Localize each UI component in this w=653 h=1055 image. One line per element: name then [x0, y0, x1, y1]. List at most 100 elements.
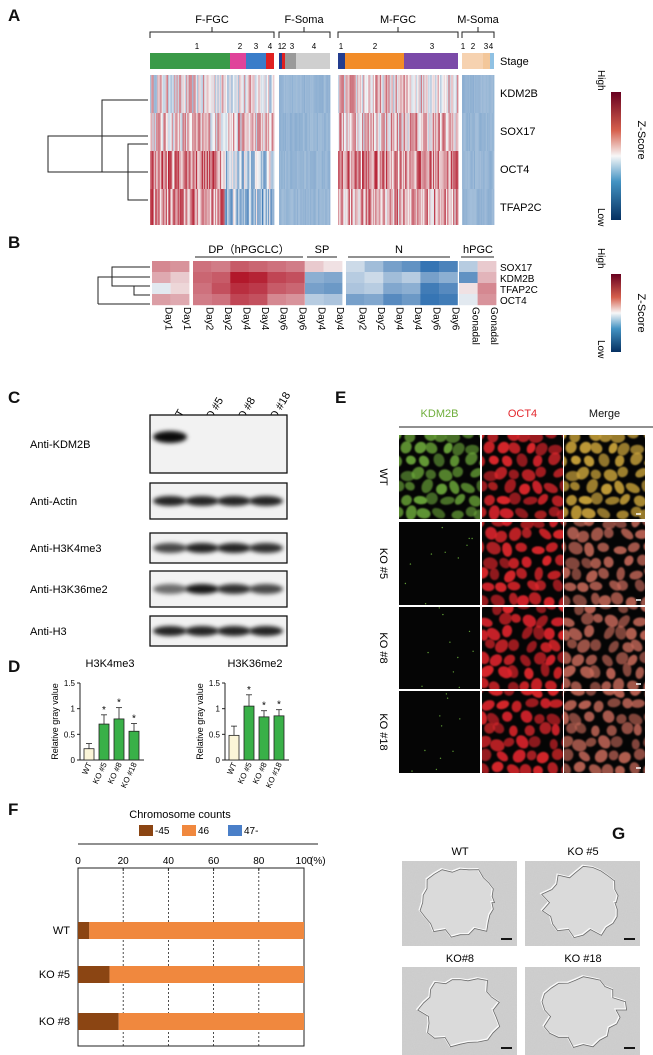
panel-a-heat-cell: [216, 151, 218, 189]
panel-a-heat-cell: [151, 151, 153, 189]
panel-a-heat-cell: [261, 151, 264, 189]
panel-a-heat-cell: [311, 151, 313, 189]
panel-e-speckle: [441, 526, 443, 529]
panel-a-heat-cell: [371, 151, 374, 189]
panel-a-heat-cell: [280, 113, 282, 151]
panel-a-heat-cell: [225, 75, 228, 113]
panel-a-heat-cell: [219, 113, 222, 151]
panel-b-heat-cell: [193, 294, 212, 306]
panel-a-heat-cell: [405, 113, 407, 151]
panel-a-heat-cell: [413, 189, 416, 225]
panel-a-heat-cell: [224, 113, 227, 151]
panel-a-heat-cell: [478, 75, 481, 113]
panel-a-heat-cell: [483, 113, 485, 151]
panel-e-nucleus: [598, 453, 610, 467]
panel-a-heat-cell: [400, 113, 402, 151]
panel-a-heat-cell: [320, 151, 323, 189]
panel-a-heat-cell: [297, 113, 300, 151]
panel-a-heat-cell: [354, 189, 357, 225]
panel-a-heat-cell: [206, 113, 209, 151]
panel-a-heat-cell: [315, 75, 318, 113]
panel-a-heat-cell: [362, 151, 364, 189]
panel-f-bar-segment: [109, 966, 304, 983]
panel-a-heat-cell: [364, 75, 366, 113]
panel-a-heat-cell: [158, 113, 161, 151]
panel-a-heat-cell: [218, 75, 221, 113]
panel-a-heat-cell: [170, 151, 173, 189]
panel-a-stage-segment: [246, 53, 266, 69]
panel-f-legend-swatch: [228, 825, 242, 836]
panel-e-nucleus: [594, 749, 608, 763]
panel-g-label: KO #18: [564, 953, 601, 965]
panel-a-heat-cell: [351, 151, 353, 189]
panel-e-nucleus: [640, 522, 645, 527]
panel-a-heat-cell: [446, 189, 448, 225]
panel-a-heat-cell: [223, 189, 226, 225]
panel-e-nucleus: [517, 607, 530, 610]
panel-e-nucleus: [570, 691, 585, 696]
panel-e-row-label: KO #5: [377, 548, 389, 579]
panel-a-heat-cell: [224, 189, 227, 225]
panel-a-heat-cell: [447, 151, 449, 189]
panel-a-heat-cell: [186, 151, 188, 189]
panel-b-heat-cell: [420, 272, 440, 284]
panel-a-heat-cell: [308, 151, 311, 189]
panel-a-heat-cell: [159, 113, 162, 151]
panel-a-heat-cell: [318, 75, 320, 113]
panel-d-significance: *: [247, 685, 251, 696]
panel-a-heat-cell: [389, 189, 392, 225]
panel-g-colony-edge: [417, 978, 501, 1048]
panel-d-bar: [98, 723, 110, 761]
panel-a-heat-cell: [480, 151, 483, 189]
panel-a-heat-cell: [411, 75, 413, 113]
panel-e-speckle: [445, 693, 448, 695]
panel-a-heat-cell: [473, 151, 476, 189]
panel-a-heat-cell: [202, 189, 205, 225]
panel-e-nucleus: [564, 617, 575, 627]
panel-e-nucleus: [482, 480, 488, 492]
panel-a-heat-cell: [455, 75, 458, 113]
panel-e-nucleus: [482, 617, 493, 627]
panel-c-blot-label: Anti-H3: [30, 626, 67, 638]
panel-a-heat-cell: [247, 151, 250, 189]
panel-e-nucleus: [507, 581, 521, 591]
panel-e-nucleus: [470, 468, 480, 478]
panel-a-heat-cell: [408, 151, 411, 189]
panel-e-nucleus: [591, 725, 600, 737]
panel-e-nucleus: [490, 594, 505, 605]
panel-a-heat-cell: [169, 75, 171, 113]
panel-e-speckle: [409, 563, 412, 565]
panel-e-nucleus: [522, 614, 537, 628]
panel-a-heat-cell: [470, 151, 472, 189]
panel-a-heat-cell: [470, 113, 472, 151]
panel-a-heat-cell: [412, 113, 414, 151]
panel-a-heat-cell: [152, 151, 155, 189]
panel-a-heat-cell: [376, 151, 378, 189]
panel-a-heat-cell: [362, 189, 364, 225]
panel-e-nucleus: [540, 662, 550, 677]
panel-a-heat-cell: [345, 113, 347, 151]
panel-e-nucleus: [523, 496, 538, 505]
panel-a-heat-cell: [399, 189, 401, 225]
panel-e-channel-label: OCT4: [508, 408, 537, 420]
panel-e-nucleus: [534, 567, 543, 581]
panel-b-heat-cell: [230, 272, 249, 284]
panel-c-blot-label: Anti-KDM2B: [30, 439, 91, 451]
panel-a-heat-cell: [254, 75, 257, 113]
panel-a-heat-cell: [261, 113, 264, 151]
panel-a-heat-cell: [390, 151, 393, 189]
panel-a-heat-cell: [242, 189, 245, 225]
panel-a-heat-cell: [228, 75, 230, 113]
panel-a-heat-cell: [480, 113, 483, 151]
panel-a-heat-cell: [472, 151, 475, 189]
panel-a-heat-cell: [394, 189, 396, 225]
panel-a-heat-cell: [164, 151, 167, 189]
panel-e-speckle: [446, 697, 449, 699]
panel-a-heat-cell: [290, 113, 293, 151]
panel-a-heat-cell: [413, 151, 416, 189]
panel-a-heat-cell: [283, 113, 286, 151]
panel-e-nucleus: [641, 480, 645, 493]
panel-a-heat-cell: [198, 189, 200, 225]
panel-e-nucleus: [540, 698, 551, 709]
panel-a-heat-cell: [420, 75, 423, 113]
